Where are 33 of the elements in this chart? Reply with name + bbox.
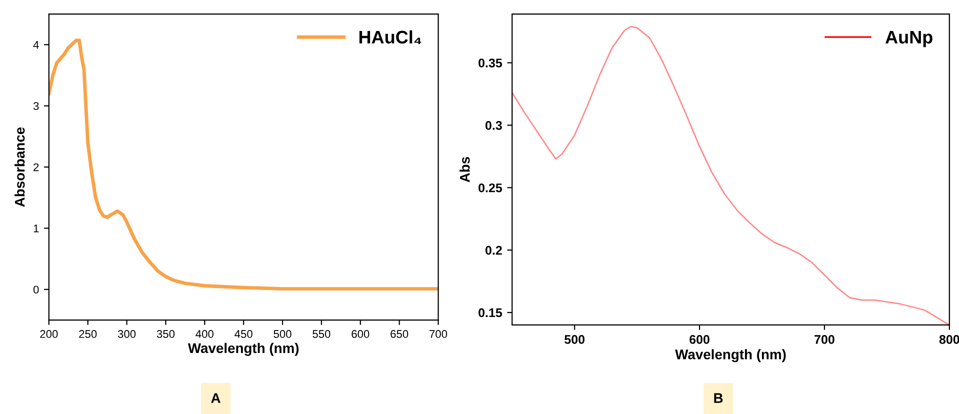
x-tick-label: 800 [939,335,959,344]
y-tick-label: 0.35 [478,58,502,68]
y-tick-label: 2 [34,163,39,172]
y-tick-label: 1 [34,224,39,232]
y-axis-title: Absorbance [14,127,25,207]
x-tick-label: 600 [352,330,370,338]
y-axis-title: Abs [460,156,470,182]
text: B [714,393,723,403]
y-tick-label: 0 [33,286,39,294]
x-tick-label: 300 [118,330,136,338]
x-tick-label: 250 [79,330,97,338]
legend-label: HAuCl₄ [359,30,422,44]
x-tick-label: 700 [814,335,834,344]
y-tick-label: 0.15 [478,308,502,318]
x-tick-label: 700 [430,330,448,338]
text: AuNp [885,30,932,48]
x-tick-label: 500 [274,330,292,338]
x-tick-label: 500 [564,335,584,344]
x-tick-label: 600 [690,335,710,344]
y-tick-label: 0.3 [486,121,502,130]
y-tick-label: 0.25 [478,183,502,192]
x-tick-label: 650 [390,330,408,338]
x-tick-label: 200 [40,330,58,338]
y-tick-label: 3 [33,102,39,110]
x-axis-title: Wavelength (nm) [675,349,786,362]
x-tick-label: 400 [196,330,214,338]
x-tick-label: 450 [234,330,252,338]
y-tick-label: 0.2 [486,246,502,255]
x-tick-label: 550 [312,330,330,338]
y-tick-label: 4 [33,41,39,49]
x-tick-label: 350 [156,330,175,338]
x-axis-title: Wavelength (nm) [188,342,299,356]
text: A [211,393,220,403]
